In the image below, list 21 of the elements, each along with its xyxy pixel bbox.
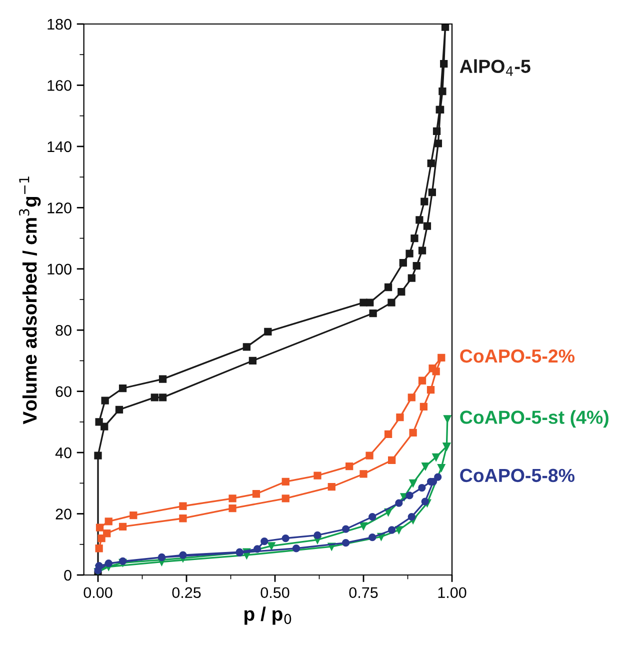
y-tick-label: 60 xyxy=(56,386,72,398)
y-tick-label: 140 xyxy=(48,141,72,152)
series-label: CoAPO-5-st (4%) xyxy=(460,410,608,428)
y-tick-label: 100 xyxy=(48,264,72,275)
series-label: AlPO$_{4}$-5 xyxy=(460,59,530,76)
y-tick-label: 40 xyxy=(55,447,72,458)
series-label: CoAPO-5-8% xyxy=(460,468,575,482)
y-tick-label: 160 xyxy=(48,80,72,91)
y-tick-label: 20 xyxy=(56,508,72,520)
x-tick-label: 0.00 xyxy=(84,587,112,598)
x-axis-title: p / p$_{0}$ xyxy=(244,606,292,625)
y-tick-label: 120 xyxy=(48,202,72,214)
x-tick-label: 1.00 xyxy=(438,587,466,598)
y-tick-label: 180 xyxy=(48,18,72,30)
y-axis-title: Volume adsorbed / cm$^{3}$g$^{−1}$ xyxy=(19,176,41,424)
x-tick-label: 0.50 xyxy=(260,587,290,598)
y-tick-label: 80 xyxy=(56,324,72,336)
series-label: CoAPO-5-2% xyxy=(460,349,575,363)
x-tick-label: 0.75 xyxy=(349,587,378,598)
y-tick-label: 0 xyxy=(64,570,72,581)
x-tick-label: 0.25 xyxy=(172,587,201,598)
